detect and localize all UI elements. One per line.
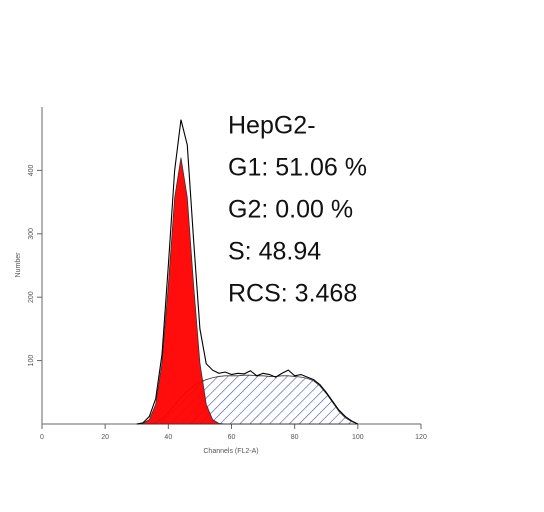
- x-tick-label: 60: [228, 434, 236, 441]
- area: [136, 157, 358, 425]
- x-tick-label: 120: [415, 434, 427, 441]
- y-axis-label: Number: [15, 252, 22, 278]
- annotation: G1: 51.06 %: [228, 154, 367, 182]
- y-tick-label: 400: [28, 164, 35, 176]
- x-tick-label: 0: [40, 434, 44, 441]
- x-tick-label: 80: [291, 434, 299, 441]
- x-tick-label: 20: [101, 434, 109, 441]
- x-tick-label: 40: [164, 434, 172, 441]
- annotation: HepG2-: [228, 112, 316, 140]
- y-tick-label: 300: [28, 228, 35, 240]
- x-tick-label: 100: [352, 434, 364, 441]
- y-tick-label: 200: [28, 291, 35, 303]
- line: [136, 119, 359, 425]
- annotation: S: 48.94: [228, 238, 321, 266]
- y-tick-label: 100: [28, 355, 35, 367]
- x-axis-label: Channels (FL2-A): [203, 448, 258, 455]
- annotation: RCS: 3.468: [228, 280, 357, 308]
- annotation: G2: 0.00 %: [228, 196, 353, 224]
